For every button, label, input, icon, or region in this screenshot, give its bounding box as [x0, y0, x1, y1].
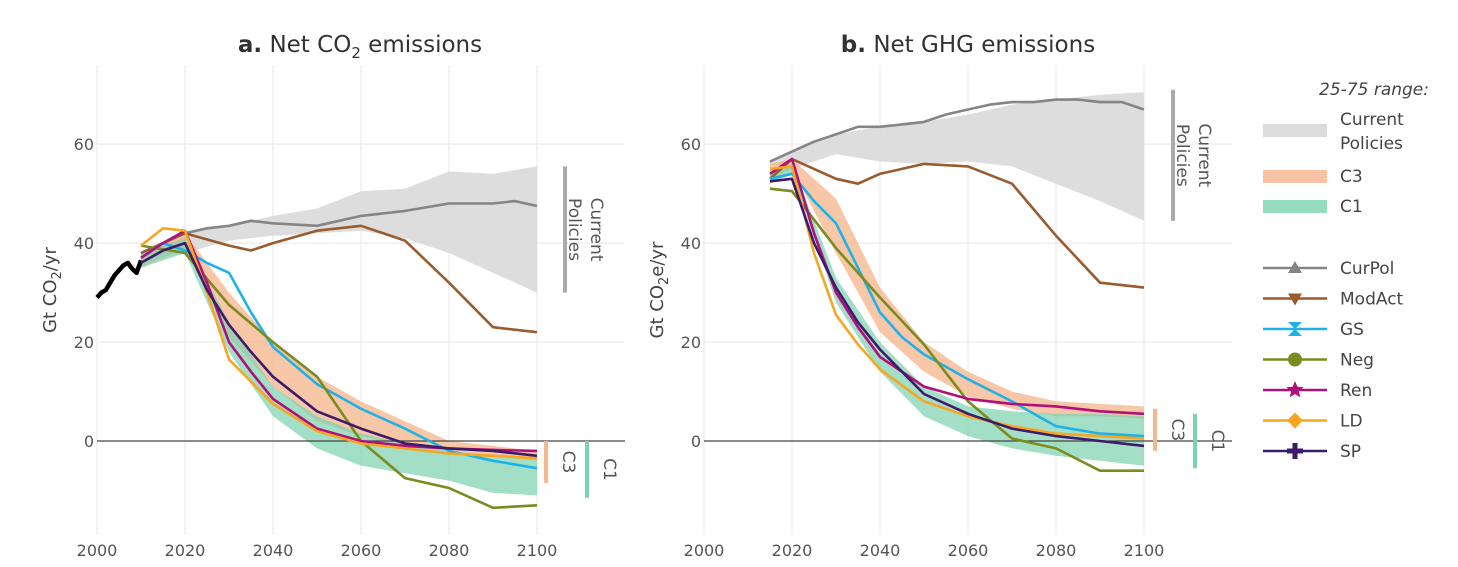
panel-a-y-axis-label: Gt CO2/yr	[40, 246, 65, 332]
panel-b-y-axis-label: Gt CO2e/yr	[647, 241, 672, 339]
x-tick-label: 2060	[341, 541, 382, 560]
y-tick-label: 40	[681, 234, 701, 253]
x-tick-label: 2080	[1036, 541, 1077, 560]
panel-a-title: a. Net CO2 emissions	[238, 32, 482, 62]
x-tick-label: 2080	[429, 541, 470, 560]
x-tick-label: 2100	[517, 541, 558, 560]
panel-a-range-brackets: CurrentPolicies C3 C1	[544, 166, 619, 498]
series-line-gs	[140, 241, 538, 470]
legend-marker-cross	[1292, 443, 1298, 459]
legend-series-label: LD	[1340, 412, 1363, 432]
legend-range-entries: Current Policies C3 C1	[1263, 110, 1404, 217]
legend-marker-circle	[1288, 352, 1302, 367]
x-tick-label: 2100	[1124, 541, 1165, 560]
panel-b-title: b. Net GHG emissions	[841, 32, 1095, 58]
panel-a-series-lines	[140, 199, 538, 510]
panel-a-gridlines	[96, 65, 625, 535]
bracket-label: C1	[599, 458, 619, 481]
bracket-label: C3	[1167, 419, 1187, 442]
range-band-c3	[141, 233, 537, 461]
legend-series-label: ModAct	[1340, 290, 1404, 310]
panel-b-range-brackets: CurrentPolicies C3 C1	[1153, 89, 1227, 469]
bracket-label: CurrentPolicies	[1172, 123, 1214, 187]
x-tick-label: 2000	[684, 541, 725, 560]
bracket-label: C3	[558, 451, 578, 474]
legend: 25-75 range: Current Policies C3 C1 CurPol M…	[1263, 80, 1429, 462]
panel-b-letter: b.	[841, 32, 866, 58]
panel-a-net-co2-emissions: a. Net CO2 emissions Gt CO2/yr 2000 2020 2…	[40, 32, 625, 560]
x-tick-label: 2040	[860, 541, 901, 560]
historical-emissions-line	[95, 259, 144, 300]
legend-range-label: C1	[1340, 197, 1363, 217]
y-tick-label: 20	[74, 333, 94, 352]
y-tick-label: 40	[74, 234, 94, 253]
panel-a-historical-line	[95, 259, 144, 300]
series-line-modact	[769, 157, 1145, 289]
legend-marker-star	[1286, 381, 1304, 398]
series-line-modact	[140, 224, 538, 334]
y-tick-label: 60	[74, 135, 94, 154]
y-tick-label: 60	[681, 135, 701, 154]
legend-series-label: Ren	[1340, 381, 1372, 401]
legend-marker-diamond	[1287, 412, 1303, 429]
series-line-neg	[769, 187, 1144, 473]
legend-marker-triangle-up	[1288, 261, 1302, 273]
series-line-ld	[140, 227, 538, 460]
series-line-ld	[769, 165, 1145, 440]
range-band-current-policies	[770, 92, 1144, 221]
bracket-label: CurrentPolicies	[564, 198, 606, 262]
legend-range-label: C3	[1340, 167, 1363, 187]
legend-range-swatch	[1263, 170, 1327, 183]
x-tick-label: 2000	[77, 541, 118, 560]
panel-b-net-ghg-emissions: b. Net GHG emissions Gt CO2e/yr 2000 2020…	[647, 32, 1232, 560]
legend-title: 25-75 range:	[1319, 80, 1429, 100]
y-tick-label: 0	[691, 432, 701, 451]
legend-series-entries: CurPol ModAct GS Neg Ren LD SP	[1263, 259, 1404, 462]
legend-marker-triangle-down	[1288, 293, 1302, 306]
panel-a-range-bands	[141, 166, 537, 496]
series-line-gs	[769, 172, 1145, 438]
legend-range-swatch	[1263, 124, 1327, 137]
series-line-curpol	[769, 98, 1145, 163]
y-tick-label: 20	[681, 333, 701, 352]
legend-series-label: Neg	[1340, 351, 1374, 371]
legend-range-label: Policies	[1340, 134, 1403, 154]
x-tick-label: 2020	[772, 541, 813, 560]
x-tick-label: 2020	[165, 541, 206, 560]
panel-a-letter: a.	[238, 32, 262, 58]
series-line-curpol	[140, 199, 538, 255]
x-tick-label: 2060	[948, 541, 989, 560]
series-line-sp	[140, 241, 538, 458]
bracket-label: C1	[1207, 430, 1227, 453]
legend-marker-x-bowtie	[1288, 322, 1302, 329]
range-band-c1	[141, 238, 537, 496]
y-tick-label: 0	[84, 432, 94, 451]
legend-series-label: GS	[1340, 320, 1364, 340]
legend-series-label: CurPol	[1340, 259, 1394, 279]
x-tick-label: 2040	[253, 541, 294, 560]
legend-marker-x-bowtie	[1288, 329, 1302, 336]
legend-range-label: Current	[1340, 110, 1404, 130]
legend-range-swatch	[1263, 200, 1327, 213]
series-line-sp	[769, 177, 1145, 448]
panel-b-series-lines	[769, 98, 1145, 473]
legend-series-label: SP	[1340, 442, 1361, 462]
range-band-c3	[770, 159, 1144, 419]
series-line-neg	[140, 244, 538, 510]
